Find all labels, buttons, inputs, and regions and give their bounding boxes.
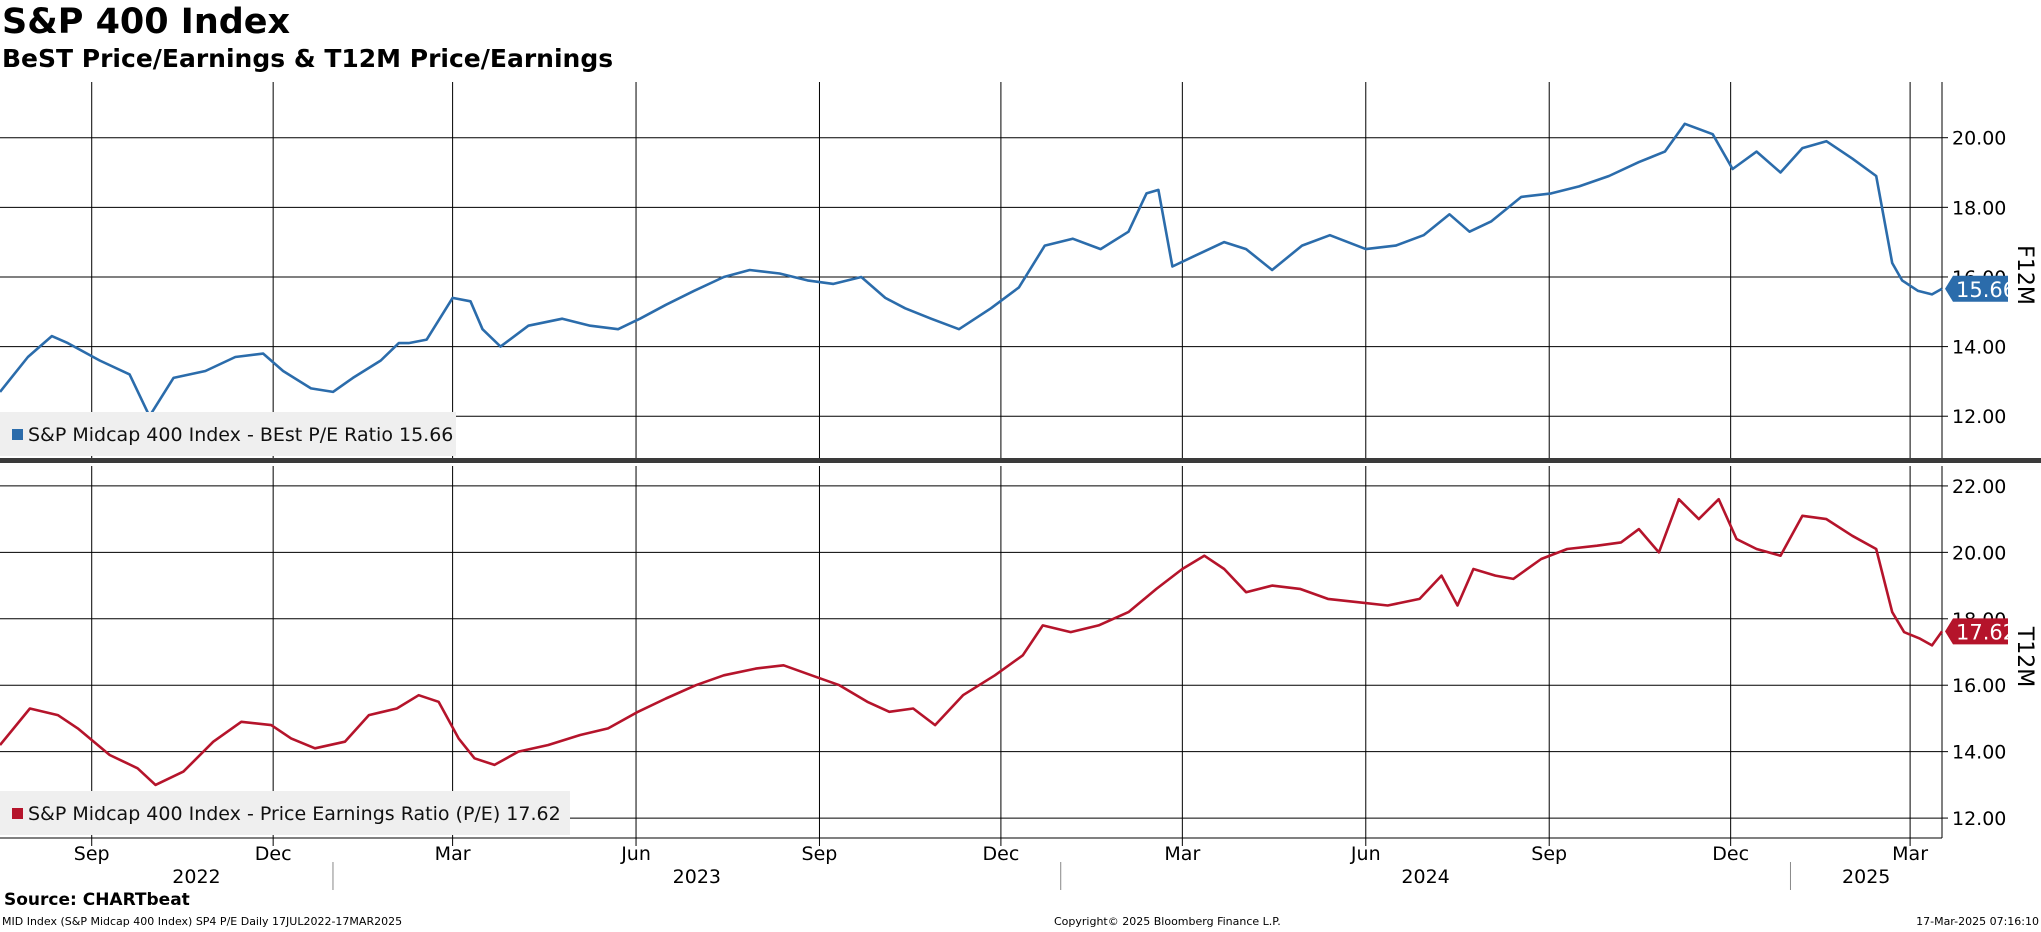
chart-title: S&P 400 Index [2,2,291,42]
label-layer: 12.00 14.00 16.00 18.00 20.00 F12M S&P Midcap … [0,128,2037,888]
x-tick-label: Mar [1164,843,1200,865]
y-tick-label: 14.00 [1952,742,2006,764]
x-tick-label: Jun [620,843,651,865]
chart-subtitle: BeST Price/Earnings & T12M Price/Earning… [2,44,614,73]
x-tick-label: Dec [983,843,1020,865]
y-tick-label: 14.00 [1952,337,2006,359]
legend-label: S&P Midcap 400 Index - Price Earnings Ra… [28,803,561,825]
last-value-tag [1945,618,2008,645]
footer-left: MID Index (S&P Midcap 400 Index) SP4 P/E… [2,915,403,928]
year-label: 2023 [673,866,721,888]
x-tick-label: Sep [802,843,838,865]
axis-label: F12M [2012,245,2037,305]
source-note: Source: CHARTbeat [4,890,190,910]
x-tick-label: Sep [74,843,110,865]
legend-swatch [12,808,23,819]
x-tick-label: Mar [1892,843,1928,865]
last-value-label: 17.62 [1956,620,2016,644]
y-tick-label: 22.00 [1952,476,2006,498]
x-tick-label: Sep [1531,843,1567,865]
footer-copyright: Copyright© 2025 Bloomberg Finance L.P. [1054,915,1281,928]
x-tick-label: Jun [1350,843,1381,865]
x-tick-label: Dec [1712,843,1749,865]
grid-layer [0,82,2041,890]
legend-box [0,791,570,835]
year-label: 2025 [1842,866,1890,888]
year-label: 2022 [172,866,220,888]
y-tick-label: 20.00 [1952,128,2006,150]
y-tick-label: 18.00 [1952,197,2006,219]
axis-label: T12M [2012,626,2037,687]
legend-box [0,412,456,456]
last-value-tag [1945,275,2008,302]
x-tick-label: Mar [435,843,471,865]
panel-separator [0,458,2041,463]
series-line [0,122,1943,418]
legend-swatch [12,429,23,440]
series-line [0,497,1944,787]
y-tick-label: 12.00 [1952,406,2006,428]
x-tick-label: Dec [255,843,292,865]
footer-timestamp: 17-Mar-2025 07:16:10 [1916,915,2039,928]
y-tick-label: 12.00 [1952,808,2006,830]
last-value-label: 15.66 [1956,278,2016,302]
y-tick-label: 20.00 [1952,542,2006,564]
y-tick-label: 16.00 [1952,675,2006,697]
series-layer [0,122,1944,787]
legend-label: S&P Midcap 400 Index - BEst P/E Ratio 15… [28,424,453,446]
year-label: 2024 [1401,866,1449,888]
